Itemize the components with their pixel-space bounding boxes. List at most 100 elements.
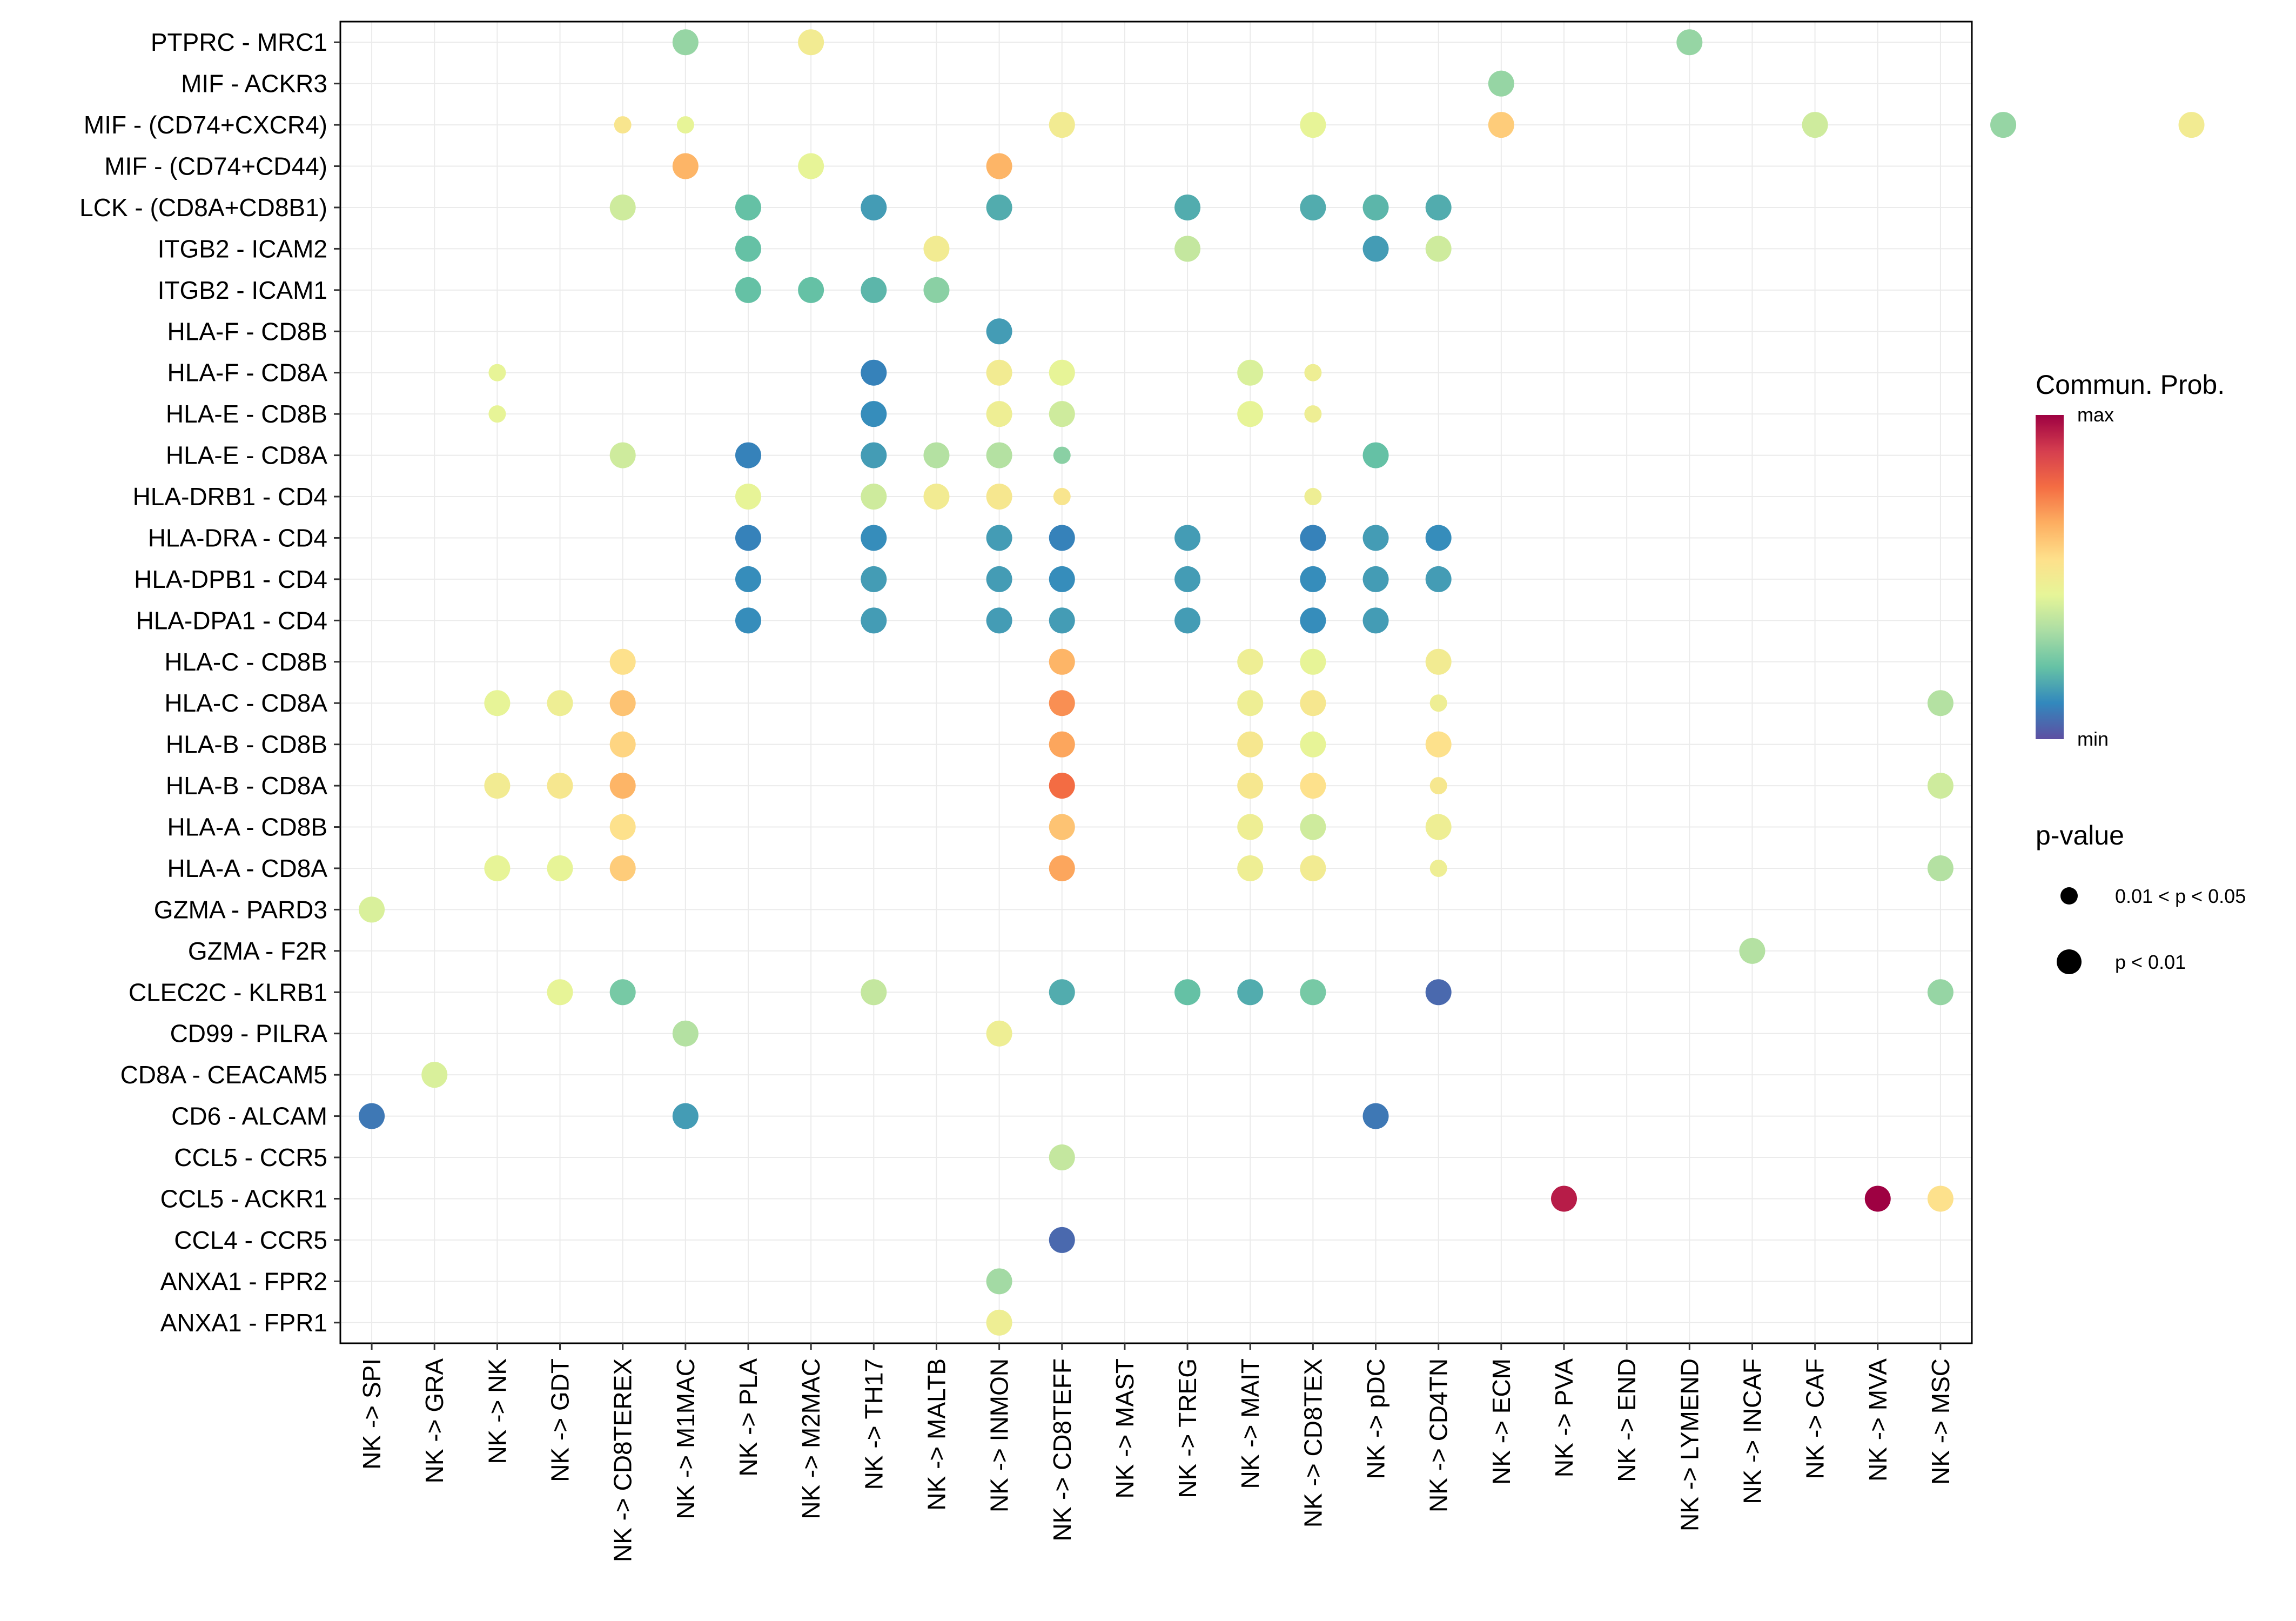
data-point	[861, 442, 887, 468]
data-point	[1429, 694, 1447, 712]
y-tick-label: HLA-DPA1 - CD4	[136, 606, 327, 634]
data-point	[1049, 401, 1075, 427]
data-point	[676, 116, 694, 134]
size-legend-dot-small	[2060, 887, 2078, 905]
data-point	[488, 364, 506, 381]
points-layer	[359, 29, 2205, 1336]
data-point	[1425, 566, 1452, 592]
data-point	[1049, 112, 1075, 138]
data-point	[1300, 690, 1326, 716]
data-point	[735, 442, 761, 468]
data-point	[1237, 690, 1264, 716]
y-tick-label: CLEC2C - KLRB1	[129, 978, 327, 1006]
data-point	[1174, 525, 1201, 551]
x-tick-label: NK -> GRA	[420, 1358, 448, 1484]
data-point	[1429, 777, 1447, 795]
y-tick-label: MIF - (CD74+CD44)	[104, 152, 327, 180]
y-tick-label: HLA-C - CD8B	[164, 648, 327, 676]
data-point	[986, 442, 1012, 468]
colorbar-min-label: min	[2077, 728, 2109, 750]
data-point	[1174, 607, 1201, 634]
data-point	[986, 525, 1012, 551]
data-point	[735, 194, 761, 220]
data-point	[986, 566, 1012, 592]
data-point	[484, 773, 511, 799]
data-point	[614, 116, 632, 134]
data-point	[861, 566, 887, 592]
data-point	[1237, 731, 1264, 758]
y-tick-label: PTPRC - MRC1	[151, 28, 327, 56]
size-legend-label-small: 0.01 < p < 0.05	[2115, 885, 2246, 907]
data-point	[1237, 648, 1264, 675]
x-tick-label: NK -> PLA	[734, 1358, 762, 1477]
data-point	[1425, 979, 1452, 1006]
data-point	[923, 277, 950, 303]
data-point	[1300, 814, 1326, 840]
y-tick-label: HLA-F - CD8A	[167, 359, 328, 387]
data-point	[1676, 29, 1703, 56]
y-tick-label: ANXA1 - FPR2	[160, 1267, 327, 1295]
data-point	[986, 1268, 1012, 1295]
data-point	[735, 607, 761, 634]
y-tick-label: CCL5 - ACKR1	[160, 1184, 327, 1213]
data-point	[1304, 405, 1322, 423]
data-point	[735, 277, 761, 303]
y-tick-label: HLA-E - CD8A	[166, 441, 327, 470]
data-point	[1362, 607, 1389, 634]
x-tick-label: NK -> CAF	[1801, 1358, 1829, 1479]
data-point	[609, 731, 636, 758]
data-point	[986, 318, 1012, 345]
legend: Commun. Prob. max min p-value 0.01 < p <…	[2036, 370, 2246, 974]
x-tick-label: NK -> MVA	[1864, 1358, 1892, 1482]
data-point	[672, 153, 699, 179]
data-point	[923, 484, 950, 510]
data-point	[1237, 773, 1264, 799]
x-tick-label: NK -> INCAF	[1738, 1358, 1766, 1504]
x-tick-label: NK -> MSC	[1926, 1358, 1955, 1485]
data-point	[1049, 1227, 1075, 1253]
data-point	[421, 1062, 448, 1088]
data-point	[735, 566, 761, 592]
x-axis: NK -> SPI NK -> GRA NK -> NK NK -> GDT NK ->…	[358, 1343, 1955, 1562]
data-point	[1174, 236, 1201, 262]
x-tick-label: NK -> ECM	[1487, 1358, 1515, 1485]
color-legend-title: Commun. Prob.	[2036, 370, 2225, 400]
data-point	[861, 359, 887, 386]
data-point	[923, 442, 950, 468]
y-tick-label: HLA-C - CD8A	[164, 689, 327, 717]
data-point	[1362, 1103, 1389, 1129]
data-point	[1049, 731, 1075, 758]
panel-border	[339, 21, 1973, 1344]
data-point	[1049, 690, 1075, 716]
data-point	[1927, 773, 1953, 799]
size-legend-label-large: p < 0.01	[2115, 951, 2186, 973]
colorbar-max-label: max	[2077, 404, 2114, 426]
data-point	[986, 484, 1012, 510]
data-point	[1362, 566, 1389, 592]
data-point	[609, 773, 636, 799]
data-point	[861, 194, 887, 220]
x-tick-label: NK -> END	[1613, 1358, 1641, 1482]
data-point	[359, 1103, 385, 1129]
data-point	[1300, 112, 1326, 138]
data-point	[1488, 112, 1514, 138]
data-point	[1049, 1144, 1075, 1171]
y-tick-label: MIF - (CD74+CXCR4)	[84, 111, 327, 139]
data-point	[986, 153, 1012, 179]
data-point	[1237, 359, 1264, 386]
data-point	[1927, 1185, 1953, 1212]
y-tick-label: ITGB2 - ICAM2	[158, 235, 327, 263]
data-point	[1237, 979, 1264, 1006]
y-tick-label: ANXA1 - FPR1	[160, 1309, 327, 1337]
data-point	[1049, 979, 1075, 1006]
colorbar	[2036, 415, 2064, 739]
data-point	[1053, 488, 1071, 506]
data-point	[609, 855, 636, 881]
data-point	[1488, 70, 1514, 97]
data-point	[1362, 236, 1389, 262]
data-point	[986, 1309, 1012, 1336]
data-point	[1425, 236, 1452, 262]
y-tick-label: GZMA - PARD3	[154, 895, 327, 923]
x-tick-label: NK -> MALTB	[922, 1358, 950, 1511]
data-point	[735, 484, 761, 510]
